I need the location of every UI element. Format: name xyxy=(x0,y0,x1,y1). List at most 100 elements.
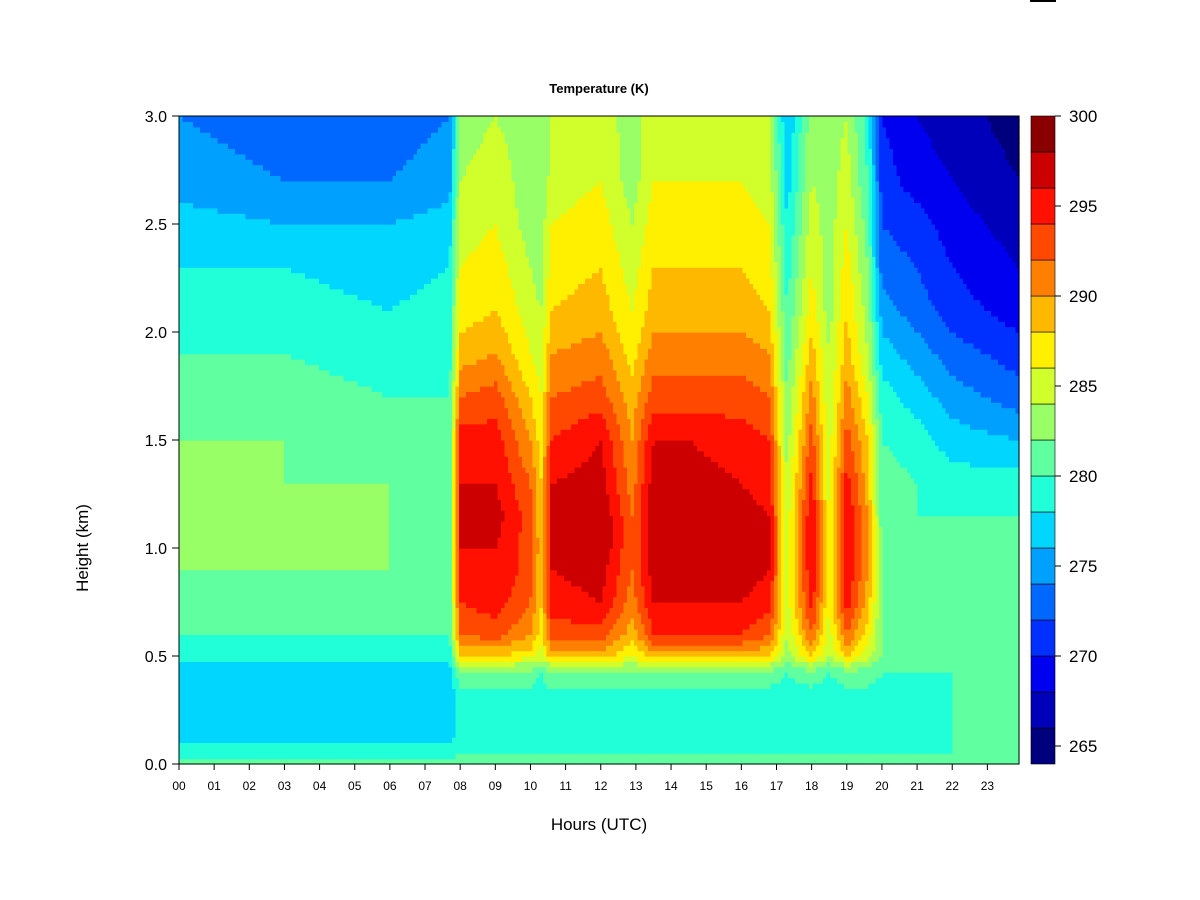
heatmap-cell xyxy=(253,640,257,646)
heatmap-cell xyxy=(312,489,316,495)
heatmap-cell xyxy=(312,354,316,360)
heatmap-cell xyxy=(242,440,246,446)
heatmap-cell xyxy=(204,310,208,316)
heatmap-cell xyxy=(239,721,243,727)
heatmap-cell xyxy=(305,181,309,187)
heatmap-cell xyxy=(183,607,187,613)
heatmap-cell xyxy=(277,159,281,165)
heatmap-cell xyxy=(277,337,281,343)
heatmap-cell xyxy=(221,170,225,176)
heatmap-cell xyxy=(186,516,190,522)
heatmap-cell xyxy=(197,559,201,565)
heatmap-cell xyxy=(235,127,239,133)
heatmap-cell xyxy=(263,413,267,419)
heatmap-cell xyxy=(200,472,204,478)
heatmap-cell xyxy=(267,445,271,451)
heatmap-cell xyxy=(239,564,243,570)
heatmap-cell xyxy=(183,294,187,300)
heatmap-cell xyxy=(246,418,250,424)
heatmap-cell xyxy=(242,391,246,397)
heatmap-cell xyxy=(281,386,285,392)
heatmap-cell xyxy=(183,640,187,646)
heatmap-cell xyxy=(323,559,327,565)
heatmap-cell xyxy=(246,537,250,543)
heatmap-cell xyxy=(260,462,264,468)
heatmap-cell xyxy=(291,375,295,381)
heatmap-cell xyxy=(186,478,190,484)
heatmap-cell xyxy=(312,408,316,414)
heatmap-cell xyxy=(242,656,246,662)
heatmap-cell xyxy=(291,661,295,667)
heatmap-cell xyxy=(281,192,285,198)
heatmap-cell xyxy=(260,435,264,441)
heatmap-cell xyxy=(316,278,320,284)
heatmap-cell xyxy=(179,688,183,694)
heatmap-cell xyxy=(295,742,299,748)
heatmap-cell xyxy=(256,672,260,678)
heatmap-cell xyxy=(214,273,218,279)
heatmap-cell xyxy=(319,618,323,624)
heatmap-cell xyxy=(305,705,309,711)
heatmap-cell xyxy=(214,543,218,549)
heatmap-cell xyxy=(200,753,204,759)
heatmap-cell xyxy=(312,418,316,424)
heatmap-cell xyxy=(249,688,253,694)
heatmap-cell xyxy=(319,294,323,300)
heatmap-cell xyxy=(232,170,236,176)
heatmap-cell xyxy=(256,273,260,279)
heatmap-cell xyxy=(190,429,194,435)
heatmap-cell xyxy=(197,489,201,495)
heatmap-cell xyxy=(214,705,218,711)
heatmap-cell xyxy=(260,289,264,295)
heatmap-cell xyxy=(277,391,281,397)
heatmap-cell xyxy=(204,354,208,360)
heatmap-cell xyxy=(235,154,239,160)
heatmap-cell xyxy=(218,148,222,154)
heatmap-cell xyxy=(323,456,327,462)
heatmap-cell xyxy=(281,116,285,122)
heatmap-cell xyxy=(302,170,306,176)
heatmap-cell xyxy=(186,348,190,354)
heatmap-cell xyxy=(284,753,288,759)
heatmap-cell xyxy=(305,467,309,473)
heatmap-cell xyxy=(253,537,257,543)
heatmap-cell xyxy=(232,753,236,759)
heatmap-cell xyxy=(305,300,309,306)
heatmap-cell xyxy=(295,521,299,527)
heatmap-cell xyxy=(253,699,257,705)
heatmap-cell xyxy=(186,143,190,149)
heatmap-cell xyxy=(281,202,285,208)
heatmap-cell xyxy=(221,364,225,370)
heatmap-cell xyxy=(225,672,229,678)
heatmap-cell xyxy=(305,321,309,327)
heatmap-cell xyxy=(260,726,264,732)
heatmap-cell xyxy=(277,737,281,743)
heatmap-cell xyxy=(183,467,187,473)
heatmap-cell xyxy=(284,192,288,198)
heatmap-cell xyxy=(309,273,313,279)
heatmap-cell xyxy=(246,656,250,662)
heatmap-cell xyxy=(323,737,327,743)
heatmap-cell xyxy=(288,294,292,300)
heatmap-cell xyxy=(200,651,204,657)
heatmap-cell xyxy=(323,521,327,527)
heatmap-cell xyxy=(277,591,281,597)
heatmap-cell xyxy=(193,575,197,581)
heatmap-cell xyxy=(295,121,299,127)
heatmap-cell xyxy=(221,413,225,419)
heatmap-cell xyxy=(291,132,295,138)
heatmap-cell xyxy=(260,229,264,235)
heatmap-cell xyxy=(274,553,278,559)
heatmap-cell xyxy=(197,537,201,543)
heatmap-cell xyxy=(214,537,218,543)
heatmap-cell xyxy=(228,278,232,284)
heatmap-cell xyxy=(204,510,208,516)
heatmap-cell xyxy=(207,575,211,581)
heatmap-cell xyxy=(190,656,194,662)
heatmap-cell xyxy=(281,240,285,246)
heatmap-cell xyxy=(221,143,225,149)
heatmap-cell xyxy=(288,159,292,165)
heatmap-cell xyxy=(204,364,208,370)
heatmap-cell xyxy=(312,127,316,133)
heatmap-cell xyxy=(193,640,197,646)
